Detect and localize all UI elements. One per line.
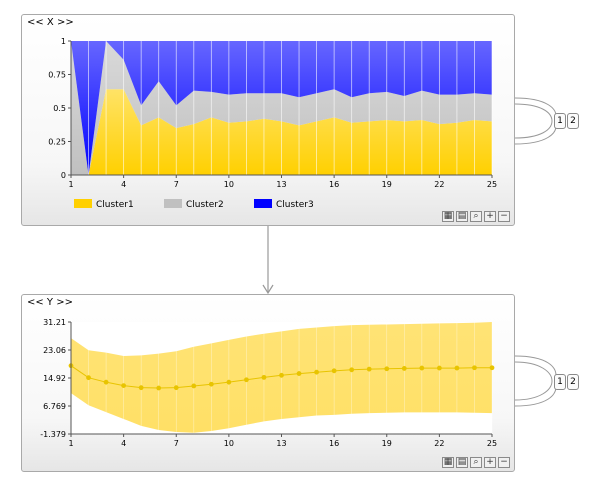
y-tick-label: 23.06: [43, 346, 66, 355]
zoom-out-icon[interactable]: −: [498, 457, 510, 468]
data-point: [314, 369, 319, 375]
data-point: [279, 372, 284, 378]
x-tick-label: 13: [276, 180, 286, 189]
legend-swatch-cluster3: [254, 199, 272, 208]
panel-title: << X >>: [27, 17, 74, 28]
zoom-icon[interactable]: ⌕: [470, 211, 482, 222]
x-tick-label: 22: [434, 439, 444, 448]
x-tick-label: 13: [276, 439, 286, 448]
data-point: [208, 381, 214, 387]
x-tick-label: 16: [329, 180, 339, 189]
side-button-1[interactable]: 1: [554, 374, 566, 390]
data-point: [331, 368, 337, 374]
y-tick-label: 0: [61, 171, 66, 180]
data-point: [121, 383, 127, 389]
data-point: [103, 379, 109, 385]
side-button-1[interactable]: 1: [554, 113, 566, 129]
zoom-in-icon[interactable]: +: [484, 457, 496, 468]
data-point: [349, 367, 355, 373]
data-point: [86, 375, 91, 381]
data-point: [366, 366, 372, 372]
x-tick-label: 19: [382, 439, 392, 448]
y-tick-label: 1: [61, 37, 66, 46]
y-tick-label: -1.379: [40, 430, 66, 439]
x-tick-label: 1: [68, 439, 73, 448]
x-tick-label: 22: [434, 180, 444, 189]
y-tick-label: 0.25: [48, 138, 66, 147]
data-point: [138, 385, 144, 391]
legend-label-cluster2: Cluster2: [186, 200, 224, 210]
data-point: [384, 366, 390, 372]
data-point: [244, 377, 249, 383]
legend-swatch-cluster2: [164, 199, 182, 208]
zoom-out-icon[interactable]: −: [498, 211, 510, 222]
legend-label-cluster3: Cluster3: [276, 200, 314, 210]
x-tick-label: 19: [382, 180, 392, 189]
data-point: [173, 385, 179, 391]
data-point: [436, 365, 442, 371]
x-tick-label: 25: [487, 439, 497, 448]
data-point: [401, 366, 407, 371]
chart-panel-y: << Y >> -1.379 6.769 14.92 23.06 31.21 1 4 7 10 1…: [21, 294, 515, 472]
x-tick-label: 4: [121, 439, 126, 448]
data-point: [472, 365, 477, 371]
list-icon[interactable]: ▤: [456, 457, 468, 468]
y-tick-label: 0.5: [53, 104, 66, 113]
stacked-area-chart: 0 0.25 0.5 0.75 1 1 4 7 10 13 16 19 22 25 Cluster1 Clus…: [48, 37, 497, 210]
x-tick-label: 1: [68, 180, 73, 189]
panel-title: << Y >>: [27, 297, 73, 308]
data-point: [454, 365, 460, 371]
zoom-in-icon[interactable]: +: [484, 211, 496, 222]
x-tick-label: 25: [487, 180, 497, 189]
x-tick-label: 16: [329, 439, 339, 448]
grid-icon[interactable]: ▦: [442, 457, 454, 468]
y-tick-label: 14.92: [43, 374, 66, 383]
x-tick-label: 4: [121, 180, 126, 189]
data-point: [296, 371, 302, 376]
x-tick-label: 7: [174, 180, 179, 189]
grid-icon[interactable]: ▦: [442, 211, 454, 222]
y-tick-label: 6.769: [43, 402, 66, 411]
x-tick-label: 10: [224, 180, 234, 189]
side-button-2[interactable]: 2: [567, 374, 579, 390]
data-point: [419, 365, 425, 371]
data-point: [226, 379, 232, 385]
data-point: [156, 385, 162, 391]
band-line-chart: -1.379 6.769 14.92 23.06 31.21 1 4 7 10 13 16 19 22 2…: [40, 318, 497, 448]
list-icon[interactable]: ▤: [456, 211, 468, 222]
data-point: [191, 383, 197, 389]
zoom-icon[interactable]: ⌕: [470, 457, 482, 468]
data-point: [489, 365, 495, 371]
y-tick-label: 31.21: [43, 318, 66, 327]
chart-panel-x: << X >> 0 0.25 0.5 0.75 1 1 4 7 10 13 16 19 22 25 Clus…: [21, 14, 515, 226]
data-point: [261, 374, 267, 380]
x-tick-label: 7: [174, 439, 179, 448]
x-tick-label: 10: [224, 439, 234, 448]
legend-label-cluster1: Cluster1: [96, 200, 134, 210]
y-tick-label: 0.75: [48, 71, 66, 80]
side-button-2[interactable]: 2: [567, 113, 579, 129]
legend-swatch-cluster1: [74, 199, 92, 208]
